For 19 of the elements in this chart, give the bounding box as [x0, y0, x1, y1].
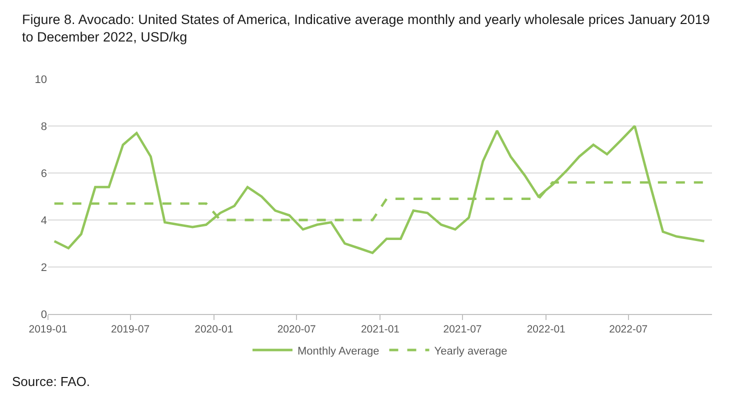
y-tick-label: 8 — [40, 120, 47, 133]
legend-label: Monthly Average — [298, 345, 380, 358]
x-tick-label: 2022-01 — [526, 324, 566, 336]
y-tick-label: 6 — [40, 168, 47, 180]
y-tick-label: 2 — [40, 262, 47, 274]
x-tick-label: 2020-01 — [194, 324, 234, 336]
x-tick-label: 2019-01 — [28, 324, 68, 336]
legend-label: Yearly average — [434, 345, 508, 358]
chart-title: Figure 8. Avocado: United States of America, Indicative average monthly and yearly wholesale prices January 2019 to December 2022, USD/kg — [22, 12, 710, 45]
x-tick-label: 2021-07 — [443, 324, 482, 336]
x-tick-label: 2019-07 — [110, 324, 150, 336]
y-tick-label: 10 — [34, 74, 47, 86]
x-tick-label: 2022-07 — [609, 324, 648, 336]
line-series — [53, 124, 706, 254]
x-tick-label: 2020-07 — [277, 324, 316, 336]
y-tick-label: 4 — [40, 214, 47, 227]
y-tick-label: 0 — [40, 308, 47, 321]
x-tick-label: 2021-01 — [360, 324, 400, 336]
source-note: Source: FAO. — [12, 374, 90, 389]
